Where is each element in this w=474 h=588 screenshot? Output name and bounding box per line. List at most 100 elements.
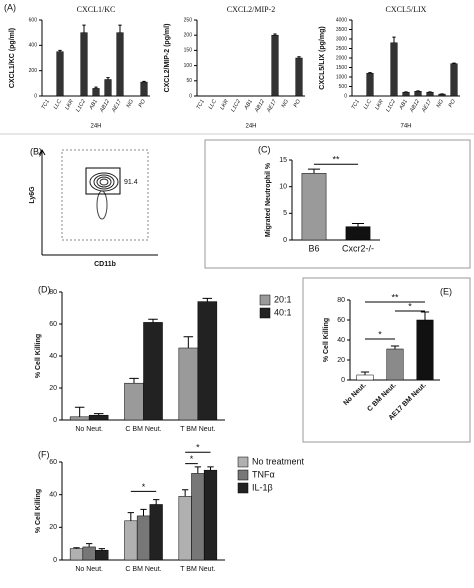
- y-tick-label: 200: [184, 33, 193, 39]
- error-bar: [181, 489, 189, 497]
- bar: [149, 504, 163, 561]
- contour: [99, 178, 109, 186]
- error-bar: [202, 297, 213, 302]
- bar: [450, 63, 458, 97]
- legend-label: No treatment: [252, 456, 305, 466]
- bar: [69, 548, 84, 561]
- bar: [143, 322, 163, 421]
- y-tick-label: 600: [29, 17, 38, 23]
- error-bar: [368, 72, 372, 74]
- x-tick-label: C BM Neut.: [366, 382, 397, 413]
- y-tick-label: 0: [341, 377, 345, 384]
- panel-label: (E): [440, 286, 452, 296]
- y-tick-label: 10: [279, 184, 287, 191]
- y-axis-label: CXCL5/LIX (pg/mg): [319, 26, 326, 89]
- error-bar: [273, 33, 277, 36]
- x-tick-label: LKR: [219, 99, 230, 111]
- error-bar: [360, 371, 370, 375]
- contour: [89, 172, 119, 192]
- y-tick-label: 3000: [336, 36, 347, 42]
- significance-label: *: [142, 482, 146, 492]
- error-bar: [148, 318, 158, 323]
- error-bar: [127, 512, 134, 521]
- x-axis-label: CD11b: [94, 261, 116, 268]
- y-axis-label: % Cell Killing: [35, 489, 42, 533]
- panel-label: (F): [38, 449, 50, 459]
- panel-label: (D): [38, 284, 51, 294]
- bar: [366, 72, 374, 97]
- bar: [414, 91, 422, 97]
- x-tick-label: B6: [308, 243, 319, 253]
- bar: [80, 32, 88, 97]
- significance-label: *: [196, 443, 200, 453]
- error-bar: [118, 24, 122, 33]
- error-bar: [390, 345, 400, 349]
- y-tick-label: 1000: [336, 74, 347, 80]
- panel-e-frame: [302, 277, 471, 443]
- y-tick-label: 4000: [336, 17, 347, 23]
- significance-label: *: [190, 454, 194, 464]
- x-tick-label: AB12: [254, 99, 266, 115]
- chart-title: CXCL2/MIP-2: [227, 5, 275, 14]
- y-tick-label: 200: [29, 68, 38, 74]
- legend-label: TNFα: [252, 469, 275, 479]
- bar: [301, 173, 327, 241]
- chart-title: CXCL5/LIX: [386, 5, 427, 14]
- bar: [295, 57, 303, 97]
- gate-percent: 91.4: [124, 179, 138, 186]
- x-tick-label: LLC: [208, 99, 218, 111]
- bar: [88, 414, 109, 421]
- y-tick-label: 40: [337, 337, 345, 344]
- y-tick-label: 500: [339, 84, 348, 90]
- x-tick-label: NG: [126, 98, 136, 109]
- bar: [402, 91, 410, 97]
- y-axis-label: % Cell Killing: [35, 334, 42, 378]
- y-tick-label: 250: [184, 17, 193, 23]
- bar: [92, 88, 100, 97]
- y-tick-label: 60: [49, 459, 57, 466]
- error-bar: [94, 86, 98, 89]
- bar: [95, 549, 109, 561]
- bar: [271, 34, 279, 97]
- error-bar: [307, 168, 321, 174]
- significance-label: **: [332, 155, 340, 165]
- y-axis-label: Ly6G: [29, 186, 36, 204]
- bar: [124, 382, 144, 421]
- y-tick-label: 150: [184, 48, 193, 54]
- x-tick-label: PO: [138, 98, 148, 109]
- error-bar: [194, 466, 202, 474]
- x-tick-label: AB1: [88, 99, 99, 112]
- error-bar: [93, 413, 104, 416]
- x-tick-label: TC1: [41, 99, 51, 111]
- significance-label: *: [408, 301, 412, 311]
- y-tick-label: 0: [34, 93, 37, 99]
- bar: [82, 546, 96, 561]
- y-tick-label: 50: [186, 78, 192, 84]
- y-tick-label: 20: [49, 524, 57, 531]
- arrow: [38, 149, 46, 156]
- y-tick-label: 400: [29, 43, 38, 49]
- y-tick-label: 20: [49, 385, 57, 392]
- x-tick-label: AE17: [266, 98, 279, 114]
- y-axis-label: Migrated Neutrophil %: [265, 162, 272, 237]
- y-axis-label: % Cell Killing: [323, 318, 330, 362]
- legend-swatch: [237, 482, 249, 494]
- x-tick-label: T BM Neut.: [180, 566, 215, 573]
- x-tick-label: AE17: [421, 98, 434, 114]
- legend-swatch: [237, 456, 249, 468]
- y-tick-label: 80: [337, 297, 345, 304]
- x-tick-label: No Neut.: [75, 566, 103, 573]
- error-bar: [183, 336, 194, 348]
- x-tick-label: PO: [293, 98, 303, 109]
- y-tick-label: 5: [283, 210, 287, 217]
- bar: [416, 319, 434, 381]
- bar: [104, 79, 112, 97]
- y-tick-label: 60: [49, 321, 57, 328]
- y-tick-label: 60: [337, 317, 345, 324]
- y-tick-label: 15: [279, 157, 287, 164]
- error-bar: [297, 56, 301, 58]
- x-tick-label: TC1: [351, 99, 361, 111]
- error-bar: [129, 377, 139, 384]
